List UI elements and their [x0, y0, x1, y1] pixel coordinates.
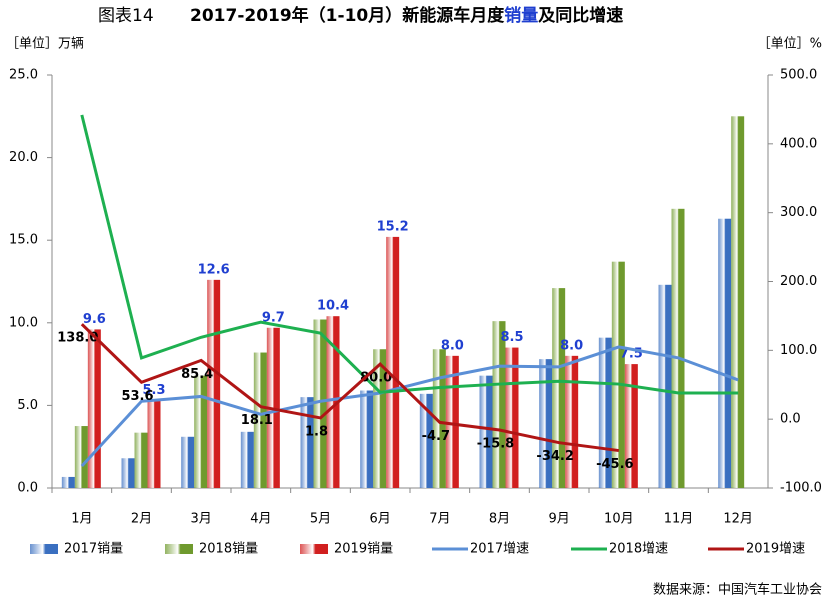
legend-label: 2018增速: [609, 542, 668, 557]
bar: [505, 347, 519, 488]
y-tick-label: 15.0: [9, 233, 38, 248]
legend-label: 2017销量: [64, 542, 123, 557]
data-label: 8.5: [500, 330, 523, 345]
y2-tick-label: 100.0: [780, 343, 817, 358]
chart-title: 2017-2019年（1-10月）新能源车月度销量及同比增速: [190, 5, 623, 26]
y2-tick-label: 500.0: [780, 68, 817, 83]
y-tick-label: 5.0: [17, 398, 38, 413]
x-tick-label: 12月: [723, 512, 753, 527]
bar: [134, 432, 148, 488]
bar: [731, 116, 745, 489]
line: [80, 345, 739, 467]
data-label: 53.6: [121, 389, 153, 404]
data-label: 1.8: [305, 424, 328, 439]
data-label: 9.6: [83, 312, 106, 327]
data-label: -15.8: [477, 437, 514, 452]
y-tick-label: 25.0: [9, 68, 38, 83]
bar: [253, 352, 267, 488]
title-part: 销量: [504, 5, 538, 26]
data-label: 138.0: [57, 331, 98, 346]
bar: [147, 400, 161, 488]
legend-label: 2018销量: [199, 542, 258, 557]
figure-label: 图表14: [98, 6, 154, 26]
bar: [61, 476, 75, 488]
bar: [87, 329, 101, 488]
x-tick-label: 3月: [191, 512, 212, 527]
y-tick-label: 0.0: [17, 481, 38, 496]
data-label: -45.6: [596, 457, 633, 472]
legend-label: 2019增速: [746, 542, 805, 557]
data-label: -34.2: [536, 449, 573, 464]
bar: [432, 349, 446, 488]
data-label: 12.6: [198, 262, 230, 277]
bar: [313, 319, 327, 488]
bar: [624, 364, 638, 488]
x-tick-label: 7月: [429, 512, 450, 527]
bar: [419, 393, 433, 488]
x-tick-label: 2月: [131, 512, 152, 527]
y-axis-label: ［单位］万辆: [6, 37, 84, 52]
data-label: -4.7: [422, 429, 450, 444]
line: [80, 114, 739, 395]
y2-tick-label: 300.0: [780, 205, 817, 220]
bar: [445, 355, 459, 488]
bar: [181, 436, 195, 488]
data-label: 5.3: [142, 383, 165, 398]
x-tick-label: 6月: [370, 512, 391, 527]
bar: [671, 208, 685, 488]
x-tick-label: 1月: [71, 512, 92, 527]
y2-tick-label: -100.0: [780, 481, 822, 496]
bar: [611, 261, 625, 488]
x-tick-label: 11月: [664, 512, 694, 527]
legend-swatch: [165, 544, 193, 554]
x-tick-label: 5月: [310, 512, 331, 527]
bar: [373, 349, 387, 488]
bar: [658, 284, 672, 488]
legend-label: 2019销量: [334, 542, 393, 557]
bar: [207, 279, 221, 488]
legend-label: 2017增速: [470, 542, 529, 557]
bar: [718, 218, 732, 488]
x-tick-label: 9月: [549, 512, 570, 527]
data-label: 9.7: [262, 310, 285, 325]
data-label: 10.4: [317, 299, 349, 314]
bar: [300, 397, 314, 488]
line: [80, 323, 620, 453]
title-part: 2017-2019年（1-10月）新能源车月度: [190, 5, 505, 26]
legend-swatch: [30, 544, 58, 554]
bar: [539, 359, 553, 488]
bar: [565, 355, 579, 488]
bar: [194, 375, 208, 488]
data-label: 15.2: [377, 219, 409, 234]
data-label: 8.0: [441, 338, 464, 353]
bar: [552, 288, 566, 488]
bar: [360, 390, 374, 488]
bar: [479, 375, 493, 488]
data-label: 85.4: [181, 367, 213, 382]
legend-swatch: [300, 544, 328, 554]
y2-tick-label: 400.0: [780, 136, 817, 151]
bar: [326, 316, 340, 488]
y-tick-label: 20.0: [9, 150, 38, 165]
y-tick-label: 10.0: [9, 315, 38, 330]
bar: [240, 431, 254, 488]
source: 数据来源：中国汽车工业协会: [653, 582, 822, 598]
y2-tick-label: 0.0: [780, 412, 801, 427]
title-part: 及同比增速: [538, 5, 623, 26]
bar: [121, 458, 135, 488]
y2-axis-label: ［单位］%: [758, 37, 822, 52]
bar: [386, 236, 400, 488]
bar: [492, 321, 506, 488]
y2-tick-label: 200.0: [780, 274, 817, 289]
x-tick-label: 8月: [489, 512, 510, 527]
x-tick-label: 10月: [604, 512, 634, 527]
data-label: 18.1: [241, 413, 273, 428]
x-tick-label: 4月: [250, 512, 271, 527]
data-label: 8.0: [560, 338, 583, 353]
bar: [74, 426, 88, 488]
